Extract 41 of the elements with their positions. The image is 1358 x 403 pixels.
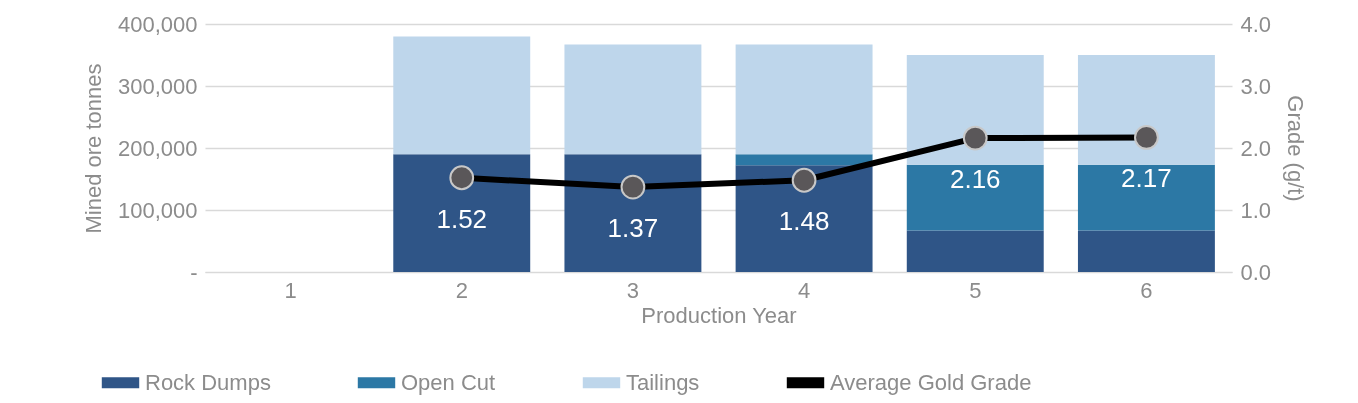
bar: [1077, 164, 1215, 231]
data-label: 2.17: [1121, 163, 1172, 194]
x-tick-label: 4: [797, 277, 811, 303]
y2-tick-label: 0.0: [1240, 259, 1272, 285]
y2-tick-label: 4.0: [1240, 11, 1272, 37]
legend-label: Rock Dumps: [145, 369, 271, 395]
bar: [393, 154, 531, 272]
data-label: 1.48: [778, 206, 830, 237]
legend-label: Average Gold Grade: [830, 369, 1032, 395]
bar: [564, 154, 702, 272]
x-tick-label: 2: [455, 277, 468, 303]
y-tick-label: 400,000: [117, 11, 198, 37]
y2-tick-label: 1.0: [1240, 197, 1272, 223]
y-tick-label: 100,000: [117, 197, 198, 223]
data-label: 1.37: [607, 213, 659, 244]
y-tick-label: 200,000: [117, 135, 198, 161]
bar: [393, 36, 531, 155]
x-tick-label: 1: [284, 277, 297, 303]
bar: [564, 44, 702, 155]
data-label: 2.16: [949, 164, 1001, 195]
bar: [735, 165, 873, 272]
bar: [735, 154, 873, 166]
y2-axis-title: Grade (g/t): [1283, 95, 1309, 202]
x-tick-label: 3: [626, 277, 640, 303]
x-tick-label: 5: [969, 277, 982, 303]
y-tick-label: -: [190, 259, 198, 285]
y-tick-label: 300,000: [117, 73, 198, 99]
bar: [906, 55, 1044, 165]
y2-tick-label: 3.0: [1240, 73, 1272, 99]
bar: [735, 44, 873, 155]
x-tick-label: 6: [1140, 277, 1153, 303]
bar: [906, 164, 1044, 231]
x-axis-title: Production Year: [641, 302, 797, 328]
legend-label: Open Cut: [401, 369, 496, 395]
bar: [906, 230, 1044, 272]
data-label: 1.52: [436, 203, 488, 234]
legend-label: Tailings: [626, 369, 700, 395]
y-axis-title: Mined ore tonnes: [80, 63, 106, 234]
bar: [1077, 230, 1215, 272]
bar: [1077, 55, 1215, 165]
y2-tick-label: 2.0: [1240, 135, 1272, 161]
